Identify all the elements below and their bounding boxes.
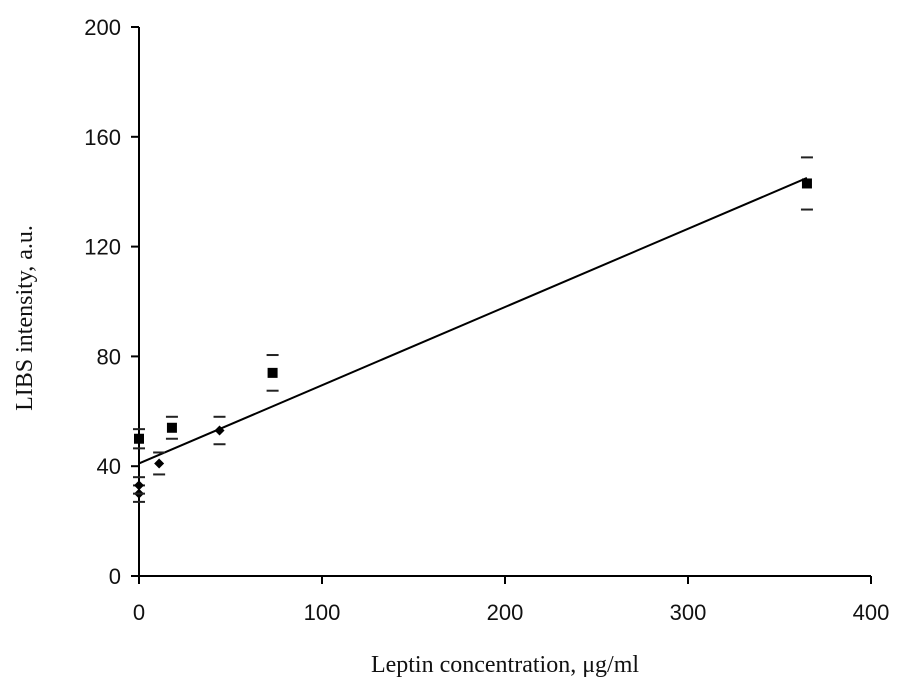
y-tick-label: 40 xyxy=(97,454,121,479)
y-tick-label: 120 xyxy=(84,235,121,260)
y-tick-label: 0 xyxy=(109,564,121,589)
square-point xyxy=(134,433,144,444)
fit-line xyxy=(138,177,808,465)
x-tick-label: 200 xyxy=(487,600,524,625)
diamond-point xyxy=(154,458,165,469)
diamond-point xyxy=(134,480,144,491)
x-tick-label: 100 xyxy=(304,600,341,625)
data-points xyxy=(133,156,813,503)
square-point xyxy=(166,422,177,433)
square-point xyxy=(801,178,812,189)
diamond-point xyxy=(214,425,225,436)
tick-labels: 0 40 80 120 160 200 0 100 200 300 400 xyxy=(84,15,889,625)
y-tick-label: 80 xyxy=(97,344,121,369)
y-axis-title: LIBS intensity, a.u. xyxy=(12,225,38,411)
fit-line-group xyxy=(138,177,808,465)
x-tick-label: 400 xyxy=(853,600,890,625)
square-point xyxy=(267,367,278,378)
y-tick-label: 160 xyxy=(84,125,121,150)
tick-marks xyxy=(131,26,872,584)
axes xyxy=(138,27,871,577)
x-tick-label: 0 xyxy=(133,600,145,625)
x-tick-label: 300 xyxy=(670,600,707,625)
x-axis-title: Leptin concentration, μg/ml xyxy=(371,652,639,678)
y-tick-label: 200 xyxy=(84,15,121,40)
